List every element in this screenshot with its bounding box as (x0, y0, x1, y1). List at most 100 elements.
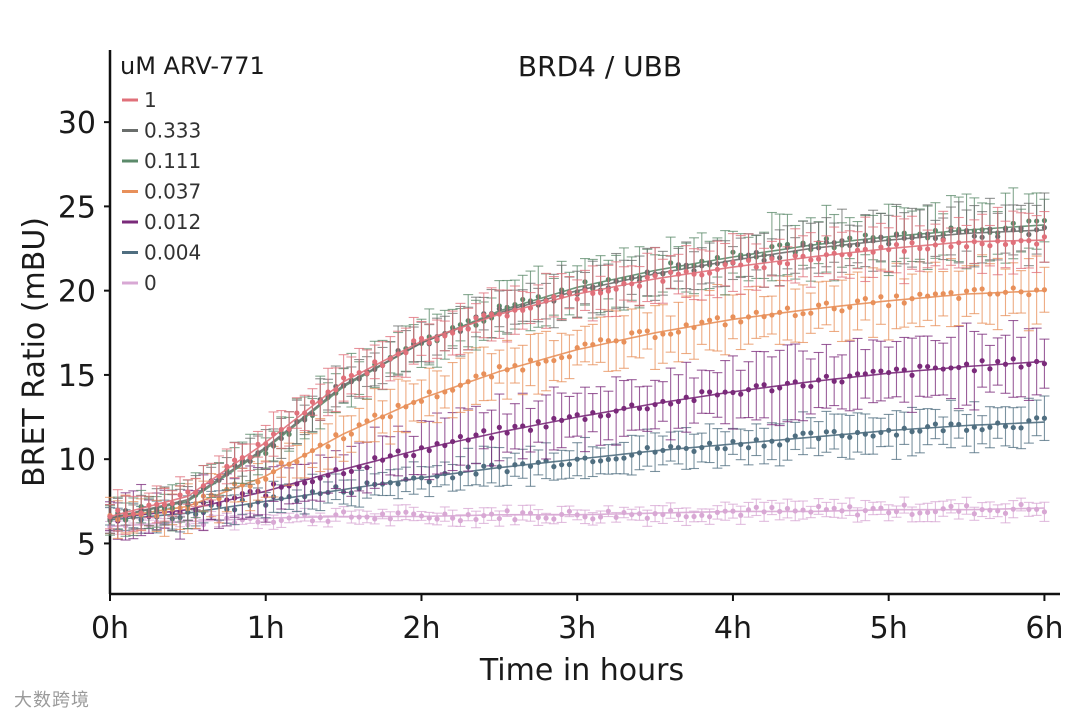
data-point (302, 410, 308, 416)
data-point (122, 512, 129, 518)
data-point (333, 512, 339, 518)
data-point (239, 455, 245, 461)
data-point (185, 489, 191, 495)
data-point (932, 365, 939, 371)
data-point (566, 290, 573, 296)
data-point (348, 514, 354, 520)
data-point (512, 517, 518, 523)
data-point (699, 319, 705, 325)
data-point (566, 461, 573, 468)
data-point (488, 311, 495, 317)
data-point (294, 481, 300, 487)
data-point (208, 479, 214, 485)
data-point (154, 501, 160, 507)
data-point (886, 427, 892, 433)
data-point (1002, 510, 1009, 516)
data-point (636, 511, 643, 517)
data-point (543, 515, 549, 521)
data-point (411, 475, 417, 481)
data-point (917, 363, 923, 369)
data-point (979, 241, 985, 247)
data-point (457, 470, 464, 476)
data-point (364, 464, 370, 471)
data-point (675, 444, 682, 451)
data-point (769, 256, 775, 262)
data-point (597, 337, 604, 343)
data-point (652, 273, 658, 279)
data-point (278, 460, 284, 466)
data-point (613, 514, 619, 520)
data-point (450, 330, 456, 336)
legend: 1 0.333 0.111 0.037 0.012 0.004 0 (122, 88, 201, 295)
data-point (777, 385, 783, 391)
data-point (769, 388, 775, 394)
data-point (706, 270, 713, 276)
data-point (730, 314, 736, 320)
data-point (792, 312, 798, 319)
data-point (473, 373, 479, 379)
data-point (816, 503, 822, 510)
data-point (403, 453, 409, 459)
data-point (753, 504, 759, 510)
series-0 (105, 496, 1050, 537)
data-point (551, 415, 557, 422)
data-point (722, 508, 728, 514)
data-point (979, 427, 985, 433)
data-point (691, 513, 697, 520)
data-point (878, 244, 884, 250)
data-point (870, 249, 876, 255)
data-point (325, 389, 331, 395)
data-point (800, 430, 806, 436)
data-point (683, 514, 689, 520)
data-point (956, 240, 962, 246)
data-point (442, 389, 448, 395)
data-point (574, 412, 580, 418)
data-point (520, 367, 526, 373)
data-point (831, 428, 837, 435)
data-point (652, 449, 658, 455)
data-point (1018, 501, 1024, 508)
data-point (675, 512, 682, 518)
data-point (442, 442, 448, 449)
data-point (356, 369, 362, 376)
data-point (784, 437, 791, 443)
data-point (753, 383, 759, 389)
data-point (847, 304, 853, 310)
data-point (816, 256, 822, 262)
data-point (590, 459, 596, 465)
data-point (979, 358, 985, 364)
data-point (629, 452, 635, 458)
data-point (356, 514, 362, 520)
data-point (278, 484, 284, 490)
watermark-logo: 大数跨境 (14, 686, 90, 712)
data-point (582, 341, 588, 347)
data-point (504, 367, 510, 373)
data-point (364, 370, 370, 376)
data-point (714, 315, 720, 321)
data-point (559, 462, 565, 468)
data-point (753, 437, 759, 443)
data-point (465, 326, 471, 332)
data-point (496, 364, 502, 370)
data-point (745, 445, 752, 451)
data-point (652, 334, 658, 341)
data-point (364, 418, 370, 424)
data-point (302, 452, 308, 458)
data-point (893, 509, 900, 515)
data-point (387, 480, 393, 486)
data-point (816, 302, 822, 308)
data-point (574, 345, 580, 351)
data-point (823, 252, 829, 258)
data-point (652, 401, 658, 408)
data-point (504, 508, 510, 514)
data-point (527, 357, 534, 363)
data-point (403, 350, 409, 356)
data-point (901, 502, 907, 508)
data-point (862, 371, 868, 377)
data-point (956, 508, 962, 514)
data-point (738, 391, 744, 397)
data-point (738, 512, 744, 518)
data-point (722, 322, 728, 328)
data-point (481, 428, 487, 434)
